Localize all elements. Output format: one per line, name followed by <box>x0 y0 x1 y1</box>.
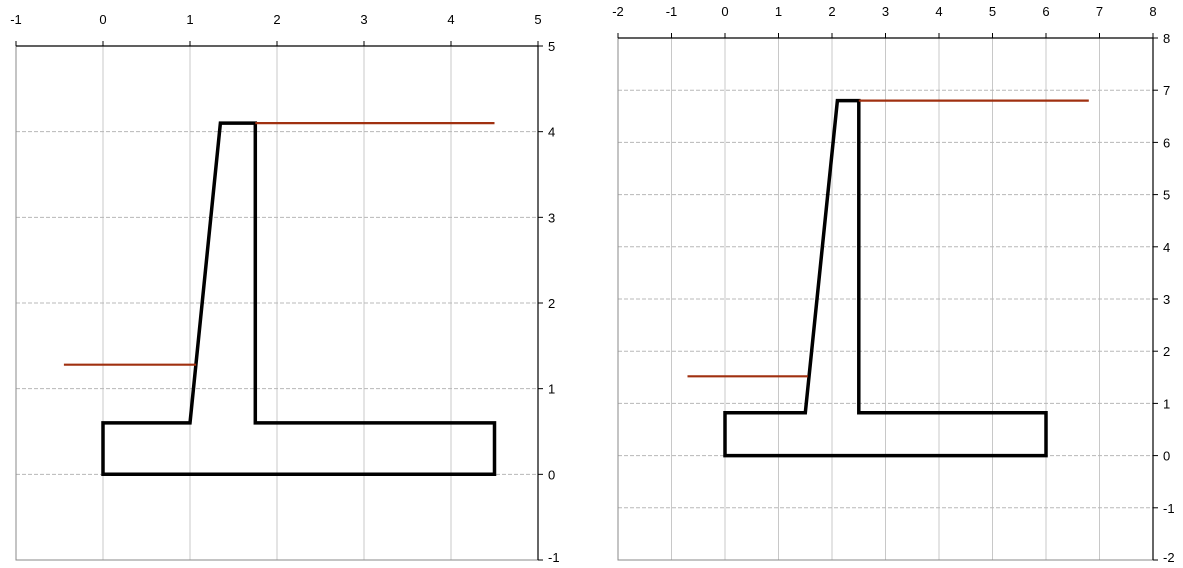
y-tick-label: 5 <box>548 39 555 54</box>
y-tick-label: 3 <box>548 210 555 225</box>
x-tick-label: 3 <box>882 4 889 19</box>
x-tick-label: 2 <box>828 4 835 19</box>
y-tick-label: 0 <box>1163 449 1170 464</box>
x-tick-label: 1 <box>775 4 782 19</box>
x-tick-label: 2 <box>273 12 280 27</box>
x-tick-label: 5 <box>989 4 996 19</box>
y-tick-label: 1 <box>548 382 555 397</box>
x-tick-label: 4 <box>447 12 454 27</box>
x-tick-label: 0 <box>99 12 106 27</box>
x-tick-label: -1 <box>666 4 678 19</box>
x-tick-label: 3 <box>360 12 367 27</box>
y-tick-label: 2 <box>1163 344 1170 359</box>
x-tick-label: -1 <box>10 12 22 27</box>
y-tick-label: 2 <box>548 296 555 311</box>
y-tick-label: 8 <box>1163 31 1170 46</box>
x-tick-label: -2 <box>612 4 624 19</box>
chart-right: -2 -1 0 1 2 3 4 5 6 7 8 -2 -1 0 1 2 3 4 5 6 7 8 <box>612 4 1175 565</box>
y-tick-label: 6 <box>1163 135 1170 150</box>
y-tick-label: -1 <box>548 550 560 563</box>
chart-left: -1 0 1 2 3 4 5 -1 0 1 2 3 4 5 <box>10 12 560 565</box>
y-tick-label: 4 <box>548 125 555 140</box>
x-tick-label: 6 <box>1042 4 1049 19</box>
y-tick-label: 4 <box>1163 240 1170 255</box>
y-tick-label: 5 <box>1163 188 1170 203</box>
x-tick-label: 0 <box>721 4 728 19</box>
wall-outline-series <box>101 121 497 477</box>
y-tick-label: 3 <box>1163 292 1170 307</box>
x-tick-label: 4 <box>935 4 942 19</box>
y-tick-label: 1 <box>1163 396 1170 411</box>
x-tick-label: 8 <box>1149 4 1156 19</box>
y-tick-label: -1 <box>1163 501 1175 516</box>
y-tick-label: -2 <box>1163 550 1175 563</box>
x-tick-label: 5 <box>534 12 541 27</box>
x-tick-label: 1 <box>186 12 193 27</box>
y-tick-label: 7 <box>1163 83 1170 98</box>
y-tick-label: 0 <box>548 467 555 482</box>
x-tick-label: 7 <box>1096 4 1103 19</box>
